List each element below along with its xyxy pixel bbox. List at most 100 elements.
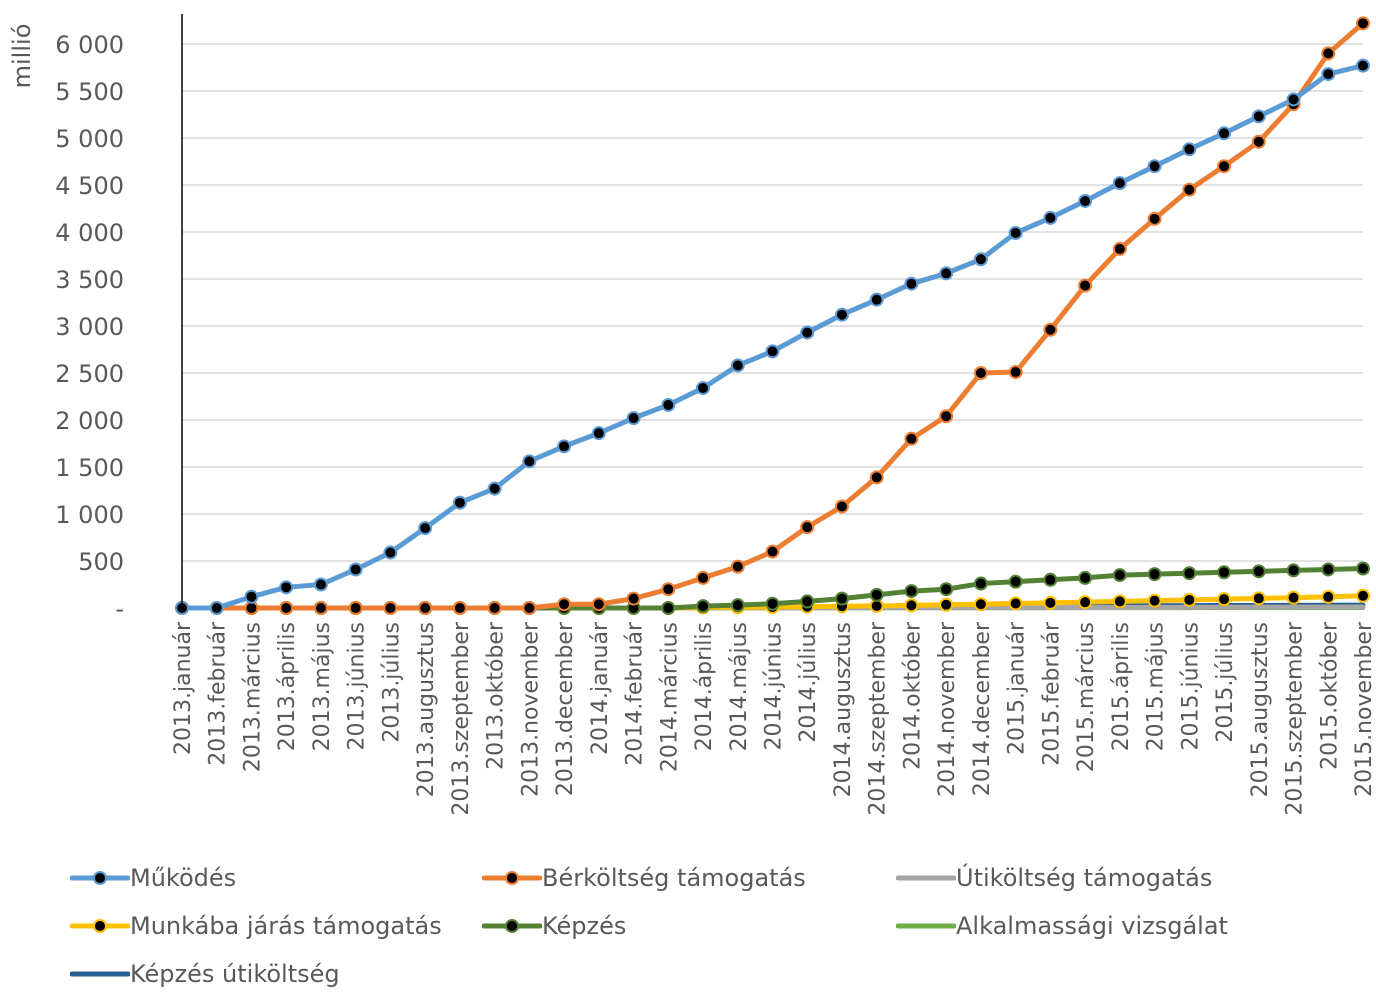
data-point bbox=[871, 294, 883, 306]
legend-label-kepzes: Képzés bbox=[542, 912, 626, 940]
x-tick-label: 2013.január bbox=[171, 621, 196, 755]
data-point bbox=[454, 497, 466, 509]
data-point bbox=[1218, 593, 1230, 605]
data-point bbox=[280, 602, 292, 614]
data-point bbox=[767, 546, 779, 558]
data-point bbox=[523, 602, 535, 614]
data-point bbox=[454, 602, 466, 614]
data-point bbox=[871, 589, 883, 601]
data-point bbox=[732, 359, 744, 371]
data-point bbox=[1183, 143, 1195, 155]
x-tick-label: 2015.november bbox=[1352, 621, 1376, 797]
data-point bbox=[384, 547, 396, 559]
x-tick-label: 2014.január bbox=[588, 621, 613, 755]
x-tick-label: 2013.október bbox=[484, 621, 509, 770]
data-point bbox=[593, 427, 605, 439]
data-point bbox=[1253, 110, 1265, 122]
data-point bbox=[1114, 569, 1126, 581]
x-tick-label: 2014.április bbox=[692, 622, 717, 751]
x-tick-label: 2014.november bbox=[935, 621, 960, 797]
data-point bbox=[662, 399, 674, 411]
x-tick-label: 2014.december bbox=[970, 621, 995, 796]
data-point bbox=[1010, 366, 1022, 378]
legend-item-munkaba-jaras: Munkába járás támogatás bbox=[70, 906, 442, 946]
data-point bbox=[1044, 212, 1056, 224]
data-point bbox=[1183, 184, 1195, 196]
legend-item-mukodes: Működés bbox=[70, 858, 236, 898]
legend-label-munkaba-jaras: Munkába járás támogatás bbox=[130, 912, 442, 940]
data-point bbox=[1044, 597, 1056, 609]
legend-item-berkoltseg: Bérköltség támogatás bbox=[482, 858, 806, 898]
data-point bbox=[558, 440, 570, 452]
y-tick-label: 4 500 bbox=[55, 172, 124, 200]
data-point bbox=[1010, 597, 1022, 609]
data-point bbox=[489, 602, 501, 614]
legend-label-kepzes-utikoltseg: Képzés útiköltség bbox=[130, 960, 340, 988]
data-point bbox=[975, 367, 987, 379]
y-tick-label: 2 000 bbox=[55, 407, 124, 435]
y-tick-label: 3 000 bbox=[55, 313, 124, 341]
legend-label-berkoltseg: Bérköltség támogatás bbox=[542, 864, 806, 892]
x-tick-label: 2014.augusztus bbox=[831, 622, 856, 797]
x-tick-label: 2014.május bbox=[727, 622, 752, 751]
data-point bbox=[1357, 590, 1369, 602]
legend-label-mukodes: Működés bbox=[130, 864, 236, 892]
legend-item-alkalmassagi: Alkalmassági vizsgálat bbox=[896, 906, 1228, 946]
data-point bbox=[1288, 564, 1300, 576]
x-tick-label: 2015.február bbox=[1039, 621, 1064, 766]
data-point bbox=[801, 595, 813, 607]
legend-swatch-alkalmassagi bbox=[896, 916, 956, 936]
data-point bbox=[836, 500, 848, 512]
data-point bbox=[558, 598, 570, 610]
y-tick-label: 5 500 bbox=[55, 78, 124, 106]
legend-swatch-kepzes bbox=[482, 916, 542, 936]
y-tick-label: 5 000 bbox=[55, 125, 124, 153]
x-tick-label: 2013.augusztus bbox=[414, 622, 439, 797]
x-tick-label: 2015.január bbox=[1005, 621, 1030, 755]
data-point bbox=[1114, 243, 1126, 255]
data-point bbox=[662, 602, 674, 614]
data-point bbox=[350, 563, 362, 575]
data-point bbox=[1253, 592, 1265, 604]
x-tick-label: 2013.április bbox=[275, 622, 300, 751]
data-point bbox=[940, 583, 952, 595]
data-point bbox=[1218, 160, 1230, 172]
data-point bbox=[1114, 595, 1126, 607]
data-point bbox=[1183, 594, 1195, 606]
data-point bbox=[1044, 324, 1056, 336]
data-point bbox=[905, 433, 917, 445]
data-point bbox=[1010, 227, 1022, 239]
data-point bbox=[975, 578, 987, 590]
data-point bbox=[1357, 563, 1369, 575]
x-tick-label: 2014.június bbox=[762, 622, 787, 751]
data-point bbox=[1079, 572, 1091, 584]
series-line bbox=[182, 23, 1363, 608]
data-point bbox=[940, 599, 952, 611]
data-point bbox=[211, 602, 223, 614]
y-axis-label: millió bbox=[8, 24, 36, 89]
data-point bbox=[1079, 596, 1091, 608]
x-tick-label: 2013.május bbox=[310, 622, 335, 751]
x-tick-label: 2013.november bbox=[518, 621, 543, 797]
x-tick-label: 2013.február bbox=[206, 621, 231, 766]
x-tick-label: 2014.február bbox=[623, 621, 648, 766]
data-point bbox=[836, 309, 848, 321]
data-point bbox=[245, 591, 257, 603]
data-point bbox=[1288, 93, 1300, 105]
data-point bbox=[1322, 68, 1334, 80]
data-point bbox=[1357, 17, 1369, 29]
data-point bbox=[315, 579, 327, 591]
x-tick-label: 2014.március bbox=[657, 622, 682, 772]
legend-item-kepzes: Képzés bbox=[482, 906, 626, 946]
data-point bbox=[245, 602, 257, 614]
x-tick-label: 2015.szeptember bbox=[1283, 621, 1308, 816]
data-point bbox=[697, 572, 709, 584]
data-point bbox=[1253, 136, 1265, 148]
data-point bbox=[419, 602, 431, 614]
data-point bbox=[1218, 566, 1230, 578]
data-point bbox=[1322, 563, 1334, 575]
y-tick-label: 3 500 bbox=[55, 266, 124, 294]
x-tick-label: 2014.július bbox=[796, 622, 821, 743]
x-tick-label: 2014.október bbox=[900, 621, 925, 770]
data-point bbox=[1114, 177, 1126, 189]
